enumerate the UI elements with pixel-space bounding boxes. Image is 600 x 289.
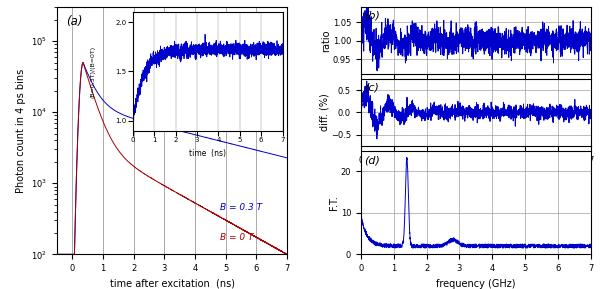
Y-axis label: diff. (%): diff. (%) — [320, 94, 329, 131]
Y-axis label: Photon count in 4 ps bins: Photon count in 4 ps bins — [16, 69, 26, 193]
Y-axis label: ratio: ratio — [322, 29, 331, 52]
X-axis label: time after excitation  (ns): time after excitation (ns) — [110, 279, 235, 289]
Text: (c): (c) — [364, 82, 379, 92]
X-axis label: time after excitation  (ns): time after excitation (ns) — [413, 170, 538, 180]
Text: (b): (b) — [364, 11, 380, 21]
Text: (a): (a) — [66, 15, 83, 28]
Text: (d): (d) — [364, 156, 380, 166]
X-axis label: frequency (GHz): frequency (GHz) — [436, 279, 515, 289]
Y-axis label: F.T.: F.T. — [329, 195, 339, 210]
Text: B = 0.3 T: B = 0.3 T — [220, 203, 262, 212]
Text: B = 0 T: B = 0 T — [220, 233, 253, 242]
